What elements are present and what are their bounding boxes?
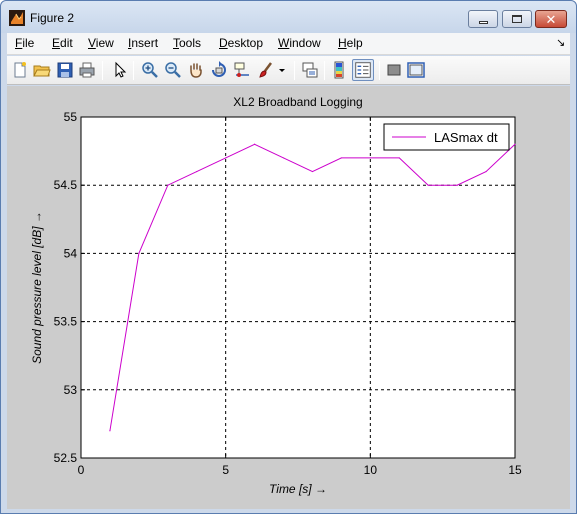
data-point: [369, 157, 371, 159]
menu-tools[interactable]: Tools: [173, 36, 202, 50]
menu-help[interactable]: Help: [338, 36, 363, 50]
x-tick-label: 10: [364, 463, 378, 477]
data-point: [138, 252, 140, 254]
edit-plot-arrow-icon[interactable]: [111, 61, 129, 79]
y-tick-label: 53: [64, 383, 78, 397]
pan-hand-icon[interactable]: [187, 61, 205, 79]
data-point: [282, 157, 285, 159]
data-point: [427, 184, 429, 186]
show-plot-tools-icon[interactable]: [407, 61, 425, 79]
print-icon[interactable]: [78, 61, 96, 79]
insert-colorbar-icon[interactable]: [330, 61, 348, 79]
insert-legend-icon[interactable]: [352, 59, 374, 81]
zoom-in-icon[interactable]: [141, 61, 159, 79]
plot-area: 0 5 10 15 52.5 53 53.5 54 54.5 55 XL2 Broadband Lo…: [30, 95, 522, 496]
matlab-logo-icon: [9, 10, 25, 26]
menu-window[interactable]: Window: [278, 36, 321, 50]
data-point: [225, 157, 227, 159]
x-tick-label: 0: [78, 463, 85, 477]
y-tick-label: 54.5: [54, 178, 78, 192]
data-point: [196, 170, 198, 173]
toolbar-separator: [133, 61, 134, 80]
link-plot-icon[interactable]: [301, 61, 319, 79]
minimize-button[interactable]: [468, 10, 498, 28]
data-point: [109, 430, 111, 432]
brush-icon[interactable]: [257, 61, 275, 79]
rotate-3d-icon[interactable]: [210, 61, 228, 79]
x-axis-label: Time [s] →: [269, 482, 327, 496]
hide-plot-tools-icon[interactable]: [385, 61, 403, 79]
legend-label: LASmax dt: [434, 130, 498, 145]
axes-box: [80, 116, 516, 459]
dock-arrow-icon[interactable]: ↘: [556, 37, 566, 49]
menu-insert[interactable]: Insert: [128, 36, 159, 50]
close-icon: ✕: [545, 11, 557, 27]
chart-title: XL2 Broadband Logging: [233, 95, 362, 109]
menu-edit[interactable]: Edit: [52, 36, 73, 50]
y-tick-label: 54: [64, 246, 78, 260]
minimize-icon: [478, 20, 488, 24]
menu-desktop[interactable]: Desktop: [219, 36, 264, 50]
data-point: [340, 157, 342, 159]
menu-view[interactable]: View: [88, 36, 114, 50]
x-tick-label: 15: [508, 463, 522, 477]
y-tick-label: 55: [64, 110, 78, 124]
y-tick-label: 52.5: [54, 451, 78, 465]
data-point: [311, 170, 314, 173]
new-figure-icon[interactable]: [11, 61, 29, 79]
data-cursor-icon[interactable]: [233, 61, 251, 79]
y-axis-label: Sound pressure level [dB] →: [30, 211, 44, 364]
data-point: [456, 184, 458, 186]
brush-dropdown-icon[interactable]: [277, 61, 287, 79]
data-point: [167, 184, 169, 186]
window-title: Figure 2: [30, 11, 75, 25]
save-icon[interactable]: [56, 61, 74, 79]
menu-file[interactable]: File: [15, 36, 35, 50]
toolbar-separator: [294, 61, 295, 80]
y-tick-label: 53.5: [54, 315, 78, 329]
data-point: [514, 143, 516, 145]
data-point: [485, 170, 487, 173]
open-file-icon[interactable]: [33, 61, 51, 79]
figure-canvas: 0 5 10 15 52.5 53 53.5 54 54.5 55 XL2 Broadband Lo…: [7, 86, 570, 509]
toolbar-separator: [379, 61, 380, 80]
toolbar-separator: [102, 61, 103, 80]
maximize-button[interactable]: [502, 10, 532, 28]
axes-background: [81, 117, 515, 458]
toolbar-separator: [324, 61, 325, 80]
data-point: [398, 157, 400, 159]
zoom-out-icon[interactable]: [164, 61, 182, 79]
figure-toolbar: [7, 56, 570, 85]
x-tick-label: 5: [222, 463, 229, 477]
maximize-icon: [512, 15, 522, 23]
menu-bar: File Edit View Insert Tools Desktop Wind…: [7, 33, 570, 55]
title-bar[interactable]: Figure 2 ✕: [1, 1, 576, 33]
data-point: [254, 143, 256, 145]
close-button[interactable]: ✕: [535, 10, 567, 28]
